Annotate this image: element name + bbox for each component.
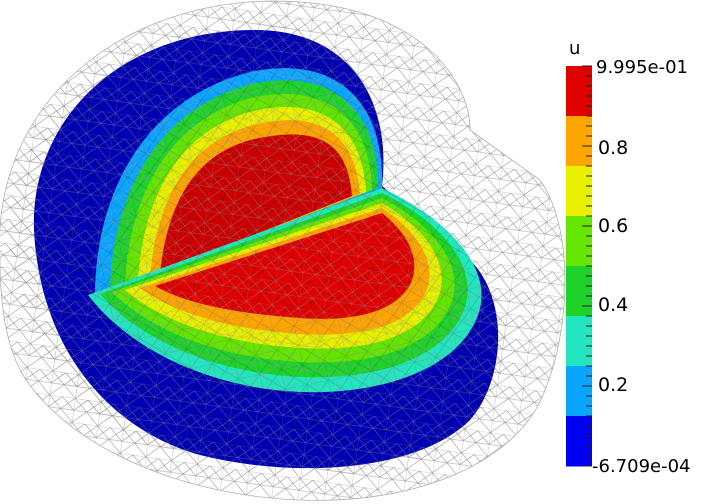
legend-tick-label: 0.4	[598, 294, 628, 316]
legend-tick-label: 0.2	[598, 374, 628, 396]
legend-band	[566, 416, 592, 467]
color-legend: u 9.995e-01 0.8 0.6 0.4 0.2 -6.709e-04	[566, 38, 691, 477]
legend-band	[566, 216, 592, 267]
legend-tick-label: 0.6	[598, 215, 628, 237]
legend-tick-label: 0.8	[598, 137, 628, 159]
legend-band	[566, 166, 592, 217]
legend-max-label: 9.995e-01	[596, 57, 688, 78]
legend-band	[566, 116, 592, 167]
legend-title: u	[569, 38, 580, 59]
legend-band	[566, 316, 592, 367]
legend-color-bands	[566, 66, 592, 467]
legend-band	[566, 366, 592, 417]
legend-min-label: -6.709e-04	[592, 456, 691, 477]
legend-band	[566, 266, 592, 317]
legend-minor-ticks	[582, 65, 592, 467]
legend-band	[566, 66, 592, 117]
